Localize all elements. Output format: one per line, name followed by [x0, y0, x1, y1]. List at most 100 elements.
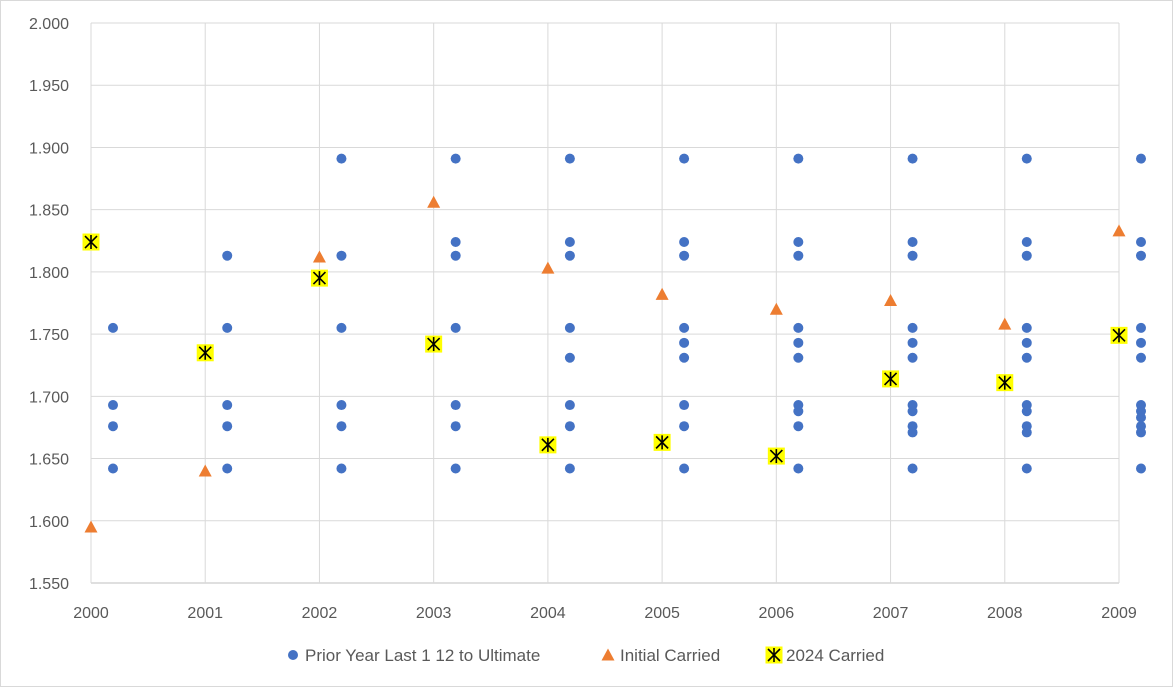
- initial-carried-point: [541, 261, 555, 274]
- prior-year-point: [108, 400, 118, 411]
- initial-carried-point: [198, 464, 212, 477]
- y-tick-label: 1.550: [29, 576, 69, 593]
- carried-2024-point: [82, 233, 100, 251]
- prior-year-point: [793, 322, 804, 333]
- prior-year-point: [1136, 463, 1146, 474]
- prior-year-point: [336, 322, 347, 333]
- carried-2024-point: [196, 344, 214, 362]
- carried-2024-point: [1110, 326, 1128, 344]
- initial-carried-point: [998, 317, 1012, 330]
- legend-label-2024-carried: 2024 Carried: [786, 646, 884, 665]
- prior-year-point: [907, 237, 918, 248]
- prior-year-point: [450, 400, 461, 411]
- prior-year-point: [1021, 337, 1032, 348]
- prior-year-point: [679, 337, 690, 348]
- prior-year-point: [793, 406, 804, 417]
- prior-year-point: [1021, 352, 1032, 363]
- prior-year-point: [907, 463, 918, 474]
- legend-marker-2024-carried: [765, 646, 783, 664]
- prior-year-point: [907, 322, 918, 333]
- prior-year-point: [907, 250, 918, 261]
- carried-2024-point: [539, 436, 557, 454]
- prior-year-point: [1136, 352, 1146, 363]
- x-tick-label: 2006: [759, 605, 795, 622]
- x-tick-label: 2007: [873, 605, 909, 622]
- prior-year-point: [108, 463, 118, 474]
- prior-year-point: [108, 322, 118, 333]
- y-tick-label: 1.900: [29, 140, 69, 157]
- prior-year-point: [222, 322, 233, 333]
- y-tick-label: 1.850: [29, 203, 69, 220]
- prior-year-point: [564, 421, 575, 432]
- prior-year-point: [1021, 153, 1032, 164]
- prior-year-point: [108, 421, 118, 432]
- legend-marker-prior-year: [288, 650, 298, 660]
- prior-year-point: [793, 337, 804, 348]
- prior-year-point: [564, 237, 575, 248]
- prior-year-point: [679, 400, 690, 411]
- carried-2024-point: [310, 269, 328, 287]
- prior-year-point: [450, 250, 461, 261]
- initial-carried-point: [312, 250, 326, 263]
- y-tick-label: 1.700: [29, 389, 69, 406]
- prior-year-point: [679, 153, 690, 164]
- legend: Prior Year Last 1 12 to Ultimate Initial …: [288, 646, 884, 665]
- y-tick-label: 1.800: [29, 265, 69, 282]
- y-tick-label: 1.600: [29, 514, 69, 531]
- initial-carried-point: [84, 520, 98, 533]
- initial-carried-point: [1112, 224, 1126, 237]
- prior-year-point: [679, 463, 690, 474]
- y-tick-label: 1.650: [29, 452, 69, 469]
- y-tick-label: 1.750: [29, 327, 69, 344]
- prior-year-point: [222, 421, 233, 432]
- prior-year-point: [564, 322, 575, 333]
- prior-year-point: [564, 463, 575, 474]
- prior-year-point: [222, 463, 233, 474]
- initial-carried-point: [427, 195, 441, 208]
- prior-year-point: [679, 250, 690, 261]
- prior-year-point: [793, 153, 804, 164]
- prior-year-point: [793, 352, 804, 363]
- prior-year-point: [793, 421, 804, 432]
- prior-year-point: [336, 250, 347, 261]
- prior-year-point: [1021, 463, 1032, 474]
- prior-year-point: [564, 250, 575, 261]
- y-tick-label: 2.000: [29, 16, 69, 33]
- prior-year-point: [679, 352, 690, 363]
- prior-year-point: [1136, 427, 1146, 438]
- carried-2024-point: [882, 370, 900, 388]
- prior-year-point: [679, 322, 690, 333]
- prior-year-point: [1021, 406, 1032, 417]
- legend-label-prior-year: Prior Year Last 1 12 to Ultimate: [305, 646, 540, 665]
- prior-year-point: [1136, 153, 1146, 164]
- prior-year-point: [907, 352, 918, 363]
- carried-2024-point: [653, 433, 671, 451]
- x-tick-label: 2008: [987, 605, 1023, 622]
- prior-year-point: [907, 337, 918, 348]
- initial-carried-point: [655, 287, 669, 300]
- prior-year-point: [336, 153, 347, 164]
- x-tick-label: 2004: [530, 605, 566, 622]
- prior-year-point: [564, 153, 575, 164]
- x-tick-label: 2003: [416, 605, 452, 622]
- y-axis-ticks: 1.550 1.600 1.650 1.700 1.750 1.800 1.850 1.900…: [29, 16, 69, 593]
- prior-year-point: [793, 250, 804, 261]
- prior-year-point: [450, 153, 461, 164]
- prior-year-point: [907, 427, 918, 438]
- x-axis-ticks: 2000 2001 2002 2003 2004 2005 2006 2007 2008 2009: [73, 605, 1137, 622]
- prior-year-point: [336, 463, 347, 474]
- prior-year-point: [336, 400, 347, 411]
- prior-year-point: [1021, 322, 1032, 333]
- prior-year-point: [564, 400, 575, 411]
- prior-year-point: [1021, 250, 1032, 261]
- prior-year-point: [1021, 237, 1032, 248]
- prior-year-point: [1021, 427, 1032, 438]
- prior-year-point: [679, 421, 690, 432]
- prior-year-point: [450, 237, 461, 248]
- x-tick-label: 2002: [302, 605, 338, 622]
- prior-year-point: [1136, 412, 1146, 423]
- prior-year-point: [1136, 250, 1146, 261]
- prior-year-point: [450, 463, 461, 474]
